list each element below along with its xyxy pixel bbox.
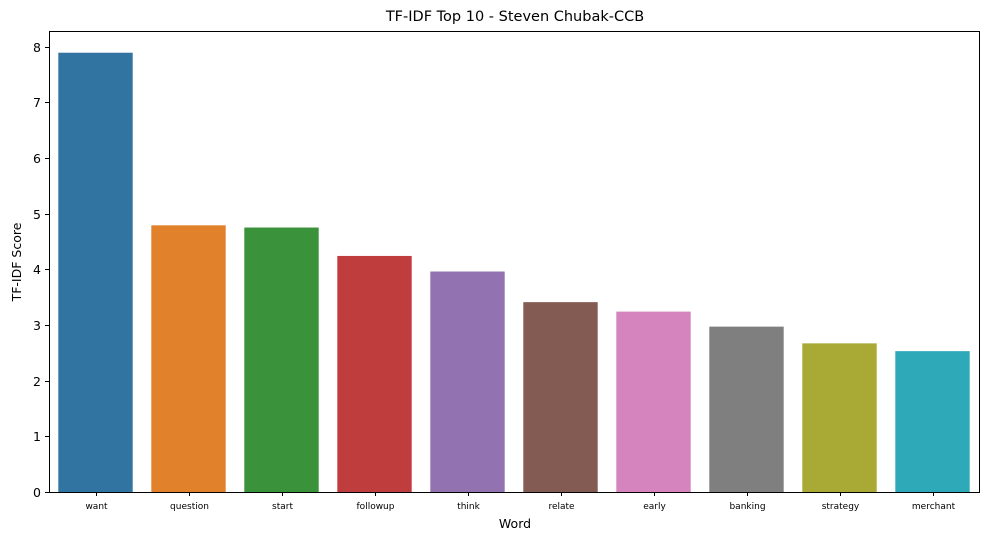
plot-frame	[49, 31, 980, 493]
x-tick-label-merchant: merchant	[912, 502, 956, 512]
chart-title: TF-IDF Top 10 - Steven Chubak-CCB	[385, 9, 644, 25]
x-tick-label-banking: banking	[729, 502, 765, 512]
y-tick-label: 8	[33, 40, 41, 55]
x-axis-label: Word	[499, 516, 531, 531]
bar-relate	[523, 302, 598, 492]
x-tick-label-think: think	[457, 502, 480, 512]
x-axis-ticks: want question start followup think relate earl…	[85, 492, 956, 512]
bar-banking	[709, 326, 784, 492]
x-tick-label-want: want	[85, 502, 108, 512]
x-tick-label-relate: relate	[548, 502, 575, 512]
y-tick-label: 2	[33, 374, 41, 389]
bar-merchant	[895, 351, 970, 492]
y-tick-label: 0	[33, 485, 41, 500]
y-tick-label: 1	[33, 429, 41, 444]
bar-start	[244, 227, 319, 492]
bar-want	[58, 52, 133, 492]
bars-group	[58, 52, 970, 493]
y-tick-label: 3	[33, 318, 41, 333]
x-tick-label-followup: followup	[357, 502, 395, 512]
y-tick-label: 7	[33, 95, 41, 110]
bar-followup	[337, 255, 412, 492]
y-axis-ticks: 0 1 2 3 4 5 6 7 8	[33, 40, 49, 500]
x-tick-label-question: question	[170, 502, 209, 512]
y-tick-label: 6	[33, 151, 41, 166]
bar-early	[616, 311, 691, 492]
bar-think	[430, 271, 505, 492]
bar-strategy	[802, 343, 877, 492]
y-tick-label: 5	[33, 207, 41, 222]
y-axis-label: TF-IDF Score	[9, 222, 24, 302]
y-tick-label: 4	[33, 262, 41, 277]
x-tick-label-strategy: strategy	[822, 502, 860, 512]
x-tick-label-start: start	[272, 502, 293, 512]
x-tick-label-early: early	[643, 502, 666, 512]
bar-question	[151, 225, 226, 493]
